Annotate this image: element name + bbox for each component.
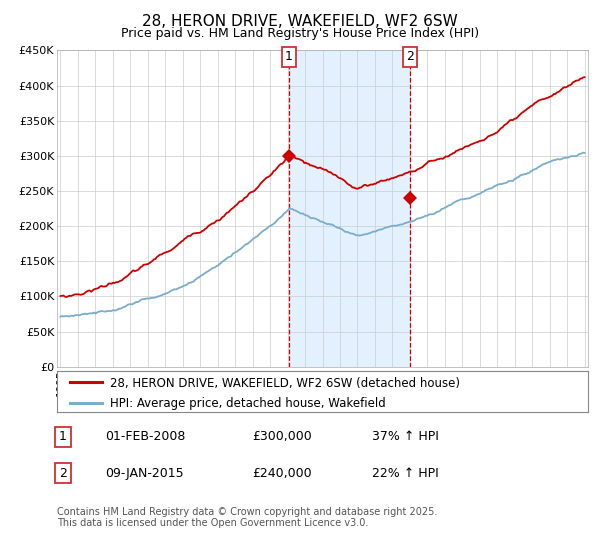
- Text: 22% ↑ HPI: 22% ↑ HPI: [372, 466, 439, 480]
- Text: 2: 2: [406, 50, 414, 63]
- Text: 28, HERON DRIVE, WAKEFIELD, WF2 6SW (detached house): 28, HERON DRIVE, WAKEFIELD, WF2 6SW (det…: [110, 377, 460, 390]
- Text: 1: 1: [59, 430, 67, 444]
- Text: 28, HERON DRIVE, WAKEFIELD, WF2 6SW: 28, HERON DRIVE, WAKEFIELD, WF2 6SW: [142, 14, 458, 29]
- Text: Contains HM Land Registry data © Crown copyright and database right 2025.
This d: Contains HM Land Registry data © Crown c…: [57, 507, 437, 529]
- Text: 01-FEB-2008: 01-FEB-2008: [105, 430, 185, 444]
- Text: £300,000: £300,000: [252, 430, 312, 444]
- Text: 37% ↑ HPI: 37% ↑ HPI: [372, 430, 439, 444]
- Text: HPI: Average price, detached house, Wakefield: HPI: Average price, detached house, Wake…: [110, 398, 386, 410]
- Text: £240,000: £240,000: [252, 466, 311, 480]
- Text: Price paid vs. HM Land Registry's House Price Index (HPI): Price paid vs. HM Land Registry's House …: [121, 27, 479, 40]
- Text: 1: 1: [285, 50, 293, 63]
- Text: 2: 2: [59, 466, 67, 480]
- Text: 09-JAN-2015: 09-JAN-2015: [105, 466, 184, 480]
- Bar: [289, 50, 410, 367]
